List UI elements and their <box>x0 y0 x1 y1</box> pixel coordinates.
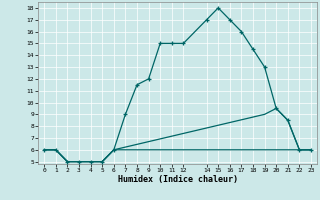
X-axis label: Humidex (Indice chaleur): Humidex (Indice chaleur) <box>118 175 238 184</box>
